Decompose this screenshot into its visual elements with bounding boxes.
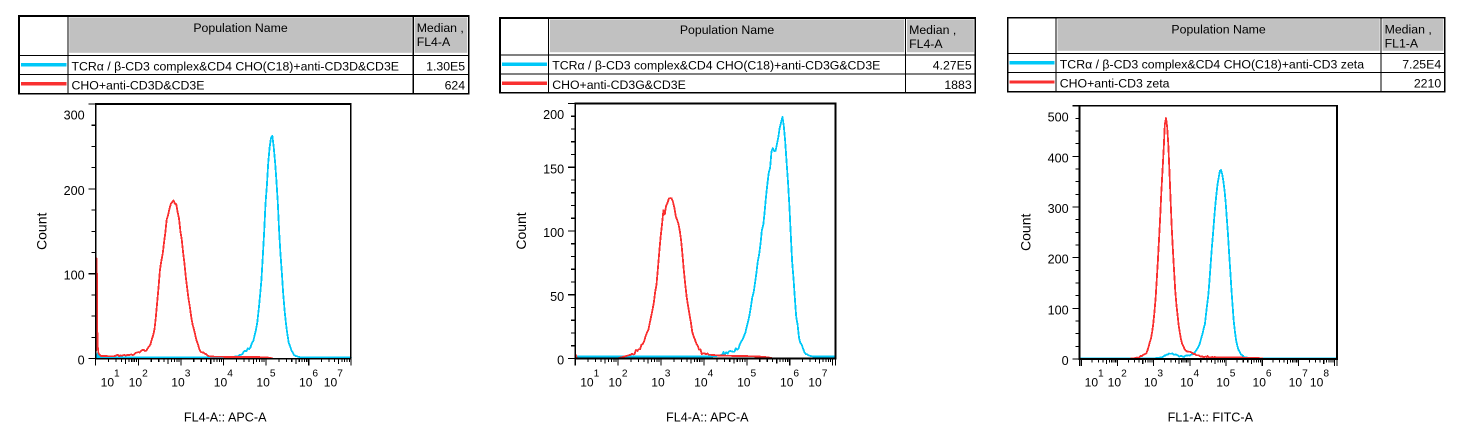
svg-text:200: 200 (64, 184, 85, 198)
svg-text:150: 150 (543, 162, 564, 176)
svg-text:FL4-A: FL4-A (909, 37, 943, 51)
svg-text:107: 107 (1289, 369, 1308, 390)
svg-text:2210: 2210 (1414, 77, 1442, 91)
svg-text:CHO+anti-CD3G&CD3E: CHO+anti-CD3G&CD3E (552, 78, 686, 92)
svg-text:101: 101 (580, 369, 599, 390)
svg-text:1.30E5: 1.30E5 (426, 59, 465, 73)
svg-text:400: 400 (1048, 151, 1069, 165)
svg-text:1883: 1883 (944, 78, 972, 92)
svg-text:CHO+anti-CD3D&CD3E: CHO+anti-CD3D&CD3E (72, 78, 205, 92)
svg-text:101: 101 (1085, 369, 1104, 390)
svg-text:Median ,: Median , (1385, 23, 1432, 37)
svg-text:4.27E5: 4.27E5 (933, 59, 972, 73)
svg-text:Count: Count (1017, 214, 1033, 251)
svg-text:FL1-A:: FITC-A: FL1-A:: FITC-A (1168, 410, 1254, 424)
svg-text:CHO+anti-CD3 zeta: CHO+anti-CD3 zeta (1060, 77, 1170, 91)
svg-text:Count: Count (33, 213, 49, 250)
svg-text:104: 104 (694, 369, 713, 390)
svg-text:200: 200 (1048, 253, 1069, 267)
svg-text:106: 106 (780, 369, 799, 390)
svg-text:200: 200 (543, 108, 564, 122)
svg-text:0: 0 (1062, 354, 1069, 368)
svg-text:7.25E4: 7.25E4 (1402, 57, 1441, 71)
svg-text:50: 50 (550, 290, 564, 304)
svg-text:300: 300 (64, 109, 85, 123)
svg-text:100: 100 (64, 269, 85, 283)
svg-text:105: 105 (1216, 369, 1235, 390)
svg-text:624: 624 (445, 78, 466, 92)
svg-text:105: 105 (256, 369, 275, 390)
svg-text:TCRα / β-CD3 complex&CD4 CHO(C: TCRα / β-CD3 complex&CD4 CHO(C18)+anti-C… (1060, 57, 1364, 71)
svg-text:102: 102 (129, 369, 148, 390)
svg-text:FL4-A: FL4-A (417, 35, 451, 49)
svg-text:Count: Count (513, 212, 529, 249)
svg-text:500: 500 (1048, 110, 1069, 124)
svg-text:Median ,: Median , (417, 21, 464, 35)
svg-text:0: 0 (557, 354, 564, 368)
svg-text:FL1-A: FL1-A (1385, 37, 1419, 51)
svg-text:102: 102 (1108, 369, 1127, 390)
svg-text:106: 106 (1252, 369, 1271, 390)
svg-text:107: 107 (808, 369, 827, 390)
svg-text:100: 100 (1048, 303, 1069, 317)
svg-text:Median ,: Median , (909, 23, 956, 37)
svg-text:Population Name: Population Name (193, 21, 287, 35)
svg-text:100: 100 (543, 226, 564, 240)
svg-text:TCRα / β-CD3 complex&CD4 CHO(C: TCRα / β-CD3 complex&CD4 CHO(C18)+anti-C… (552, 59, 880, 73)
svg-text:104: 104 (1180, 369, 1199, 390)
svg-text:105: 105 (737, 369, 756, 390)
svg-text:300: 300 (1048, 202, 1069, 216)
svg-text:107: 107 (324, 369, 343, 390)
svg-text:FL4-A:: APC-A: FL4-A:: APC-A (666, 410, 749, 424)
svg-text:Population Name: Population Name (1171, 23, 1265, 37)
svg-text:106: 106 (299, 369, 318, 390)
svg-text:104: 104 (214, 369, 233, 390)
svg-text:102: 102 (608, 369, 627, 390)
svg-text:101: 101 (101, 369, 120, 390)
svg-text:TCRα / β-CD3 complex&CD4 CHO(C: TCRα / β-CD3 complex&CD4 CHO(C18)+anti-C… (72, 59, 399, 73)
svg-text:0: 0 (78, 354, 85, 368)
svg-text:FL4-A:: APC-A: FL4-A:: APC-A (184, 410, 267, 424)
svg-text:108: 108 (1310, 369, 1329, 390)
svg-text:Population Name: Population Name (680, 23, 774, 37)
svg-text:103: 103 (171, 369, 190, 390)
svg-text:103: 103 (1144, 369, 1163, 390)
svg-text:103: 103 (651, 369, 670, 390)
